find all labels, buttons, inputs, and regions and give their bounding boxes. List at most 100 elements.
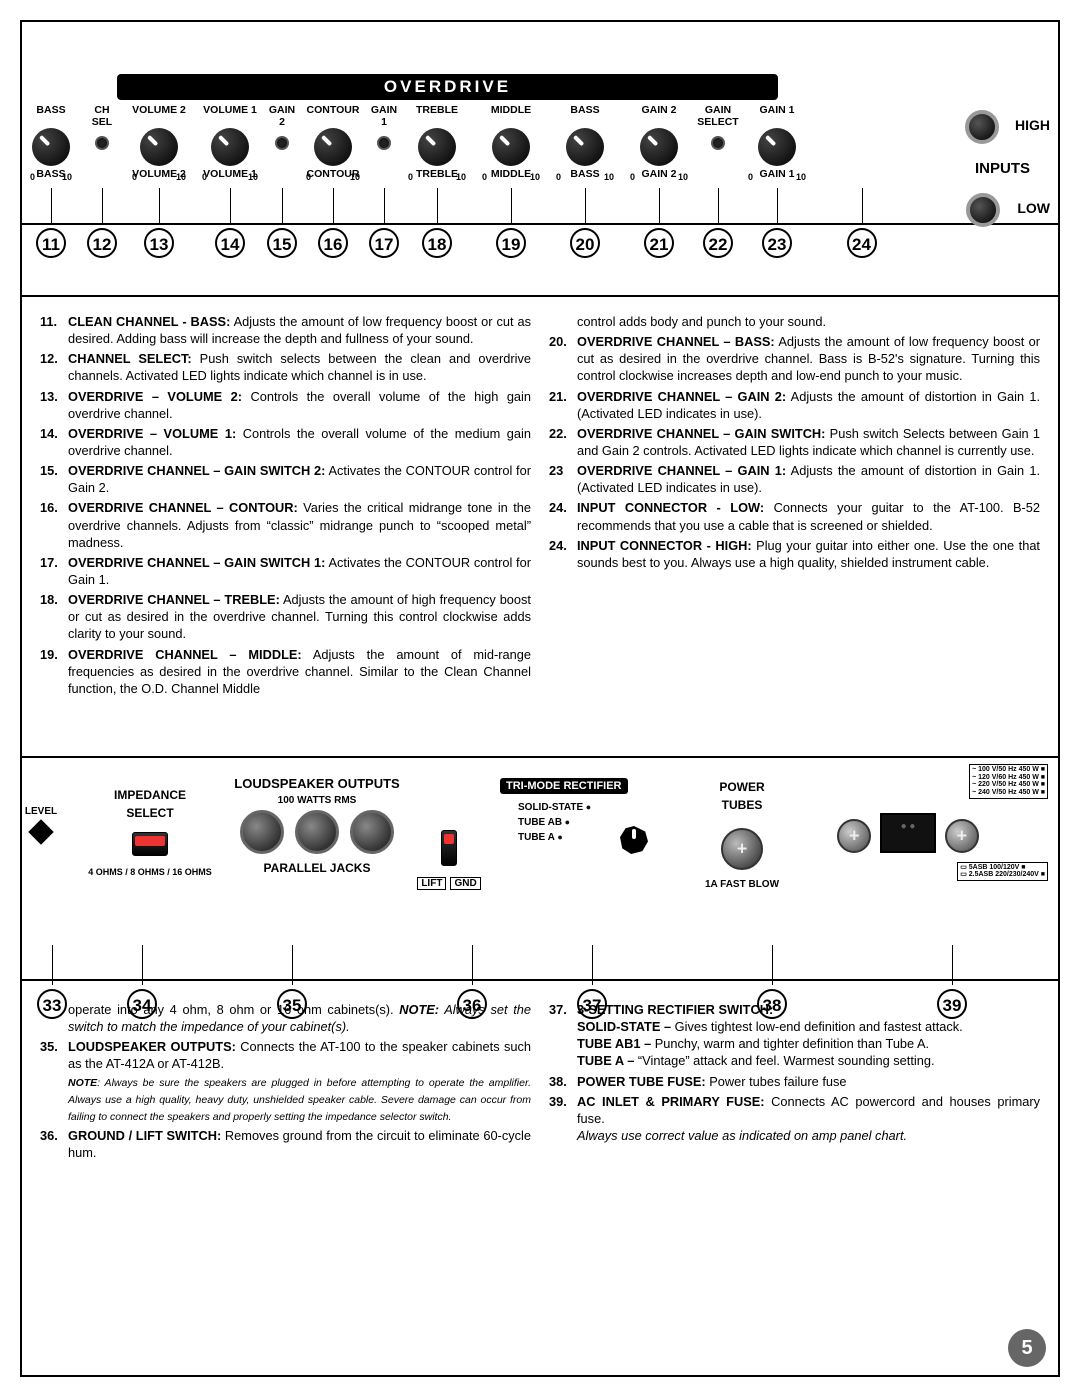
desc-item: 37.3-SETTING RECTIFIER SWITCH:SOLID-STAT… bbox=[549, 1001, 1040, 1070]
lift-switch[interactable] bbox=[441, 830, 457, 866]
callout-23: 23 bbox=[740, 224, 814, 258]
level-label: LEVEL bbox=[16, 806, 66, 817]
front-panel: OVERDRIVE BASS 010BASSCHSELVOLUME 2 010V… bbox=[22, 82, 1058, 297]
knob-volume-2: VOLUME 2 010VOLUME 2 bbox=[124, 102, 194, 182]
speaker-jack-3[interactable] bbox=[350, 810, 394, 854]
tri-title: TRI-MODE RECTIFIER bbox=[500, 778, 628, 794]
knob-dial-8[interactable] bbox=[492, 128, 530, 166]
callout-15: 15 bbox=[266, 224, 298, 258]
callout-14: 14 bbox=[194, 224, 266, 258]
switch-11[interactable] bbox=[711, 136, 725, 150]
knob-dial-7[interactable] bbox=[418, 128, 456, 166]
knob-dial-12[interactable] bbox=[758, 128, 796, 166]
ac-block: ~ 100 V/50 Hz 450 W ■~ 120 V/60 Hz 450 W… bbox=[768, 764, 1048, 881]
knob-dial-9[interactable] bbox=[566, 128, 604, 166]
callout-19: 19 bbox=[474, 224, 548, 258]
lift-label: LIFT bbox=[417, 877, 446, 890]
desc-item: 15.OVERDRIVE CHANNEL – GAIN SWITCH 2: Ac… bbox=[40, 462, 531, 496]
desc-item: 16.OVERDRIVE CHANNEL – CONTOUR: Varies t… bbox=[40, 499, 531, 550]
loudspeaker-block: LOUDSPEAKER OUTPUTS 100 WATTS RMS PARALL… bbox=[222, 776, 412, 879]
fuse-chart: ▭ 5ASB 100/120V ■▭ 2.5ASB 220/230/240V ■ bbox=[957, 862, 1048, 881]
knob-ch-sel: CHSEL bbox=[80, 102, 124, 150]
desc-item: 20.OVERDRIVE CHANNEL – BASS: Adjusts the… bbox=[549, 333, 1040, 384]
desc-item: 38.POWER TUBE FUSE: Power tubes failure … bbox=[549, 1073, 1040, 1090]
desc-item: 17.OVERDRIVE CHANNEL – GAIN SWITCH 1: Ac… bbox=[40, 554, 531, 588]
knob-dial-3[interactable] bbox=[211, 128, 249, 166]
front-callouts: 1112131415161718192021222324 bbox=[22, 224, 1058, 258]
gnd-label: GND bbox=[450, 877, 480, 890]
knob-dial-10[interactable] bbox=[640, 128, 678, 166]
callout-17: 17 bbox=[368, 224, 400, 258]
overdrive-section-bar: OVERDRIVE bbox=[117, 74, 778, 100]
primary-fuse-2[interactable] bbox=[945, 819, 979, 853]
ac-inlet[interactable] bbox=[880, 813, 936, 853]
tri-opt-a: TUBE A bbox=[518, 832, 563, 843]
knob-contour: CONTOUR 010CONTOUR bbox=[298, 102, 368, 182]
callout-20: 20 bbox=[548, 224, 622, 258]
page-frame: OVERDRIVE BASS 010BASSCHSELVOLUME 2 010V… bbox=[20, 20, 1060, 1377]
knob-gain-1: GAIN 1 bbox=[368, 102, 400, 150]
inputs-title: INPUTS bbox=[955, 160, 1050, 177]
speaker-jack-2[interactable] bbox=[295, 810, 339, 854]
knob-treble: TREBLE 010TREBLE bbox=[400, 102, 474, 182]
callout-21: 21 bbox=[622, 224, 696, 258]
impedance-block: IMPEDANCE SELECT 4 OHMS / 8 OHMS / 16 OH… bbox=[80, 788, 220, 877]
knob-row: BASS 010BASSCHSELVOLUME 2 010VOLUME 2VOL… bbox=[22, 102, 1058, 182]
rear-panel: LEVEL IMPEDANCE SELECT 4 OHMS / 8 OHMS /… bbox=[22, 756, 1058, 981]
knob-dial-5[interactable] bbox=[314, 128, 352, 166]
lift-block: LIFT GND bbox=[414, 822, 484, 890]
desc-item: 24.INPUT CONNECTOR - LOW: Connects your … bbox=[549, 499, 1040, 533]
callout-16: 16 bbox=[298, 224, 368, 258]
speaker-jack-1[interactable] bbox=[240, 810, 284, 854]
input-low-label: LOW bbox=[1017, 200, 1050, 216]
switch-4[interactable] bbox=[275, 136, 289, 150]
desc-item: 22.OVERDRIVE CHANNEL – GAIN SWITCH: Push… bbox=[549, 425, 1040, 459]
input-jack-high[interactable] bbox=[965, 110, 999, 144]
callout-12: 12 bbox=[80, 224, 124, 258]
knob-bass: BASS 010BASS bbox=[548, 102, 622, 182]
tri-block: TRI-MODE RECTIFIER SOLID-STATE TUBE AB T… bbox=[500, 778, 670, 845]
impedance-legend: 4 OHMS / 8 OHMS / 16 OHMS bbox=[80, 867, 220, 877]
callout-24: 24 bbox=[814, 224, 909, 258]
level-block: LEVEL bbox=[16, 806, 66, 847]
knob-gain-2: GAIN 2 bbox=[266, 102, 298, 150]
primary-fuse-1[interactable] bbox=[837, 819, 871, 853]
callout-11: 11 bbox=[22, 224, 80, 258]
switch-1[interactable] bbox=[95, 136, 109, 150]
power-tube-fuse[interactable] bbox=[721, 828, 763, 870]
level-knob-icon[interactable] bbox=[28, 819, 53, 844]
page-number: 5 bbox=[1008, 1329, 1046, 1367]
desc-item: 24.INPUT CONNECTOR - HIGH: Plug your gui… bbox=[549, 537, 1040, 571]
input-jack-low[interactable] bbox=[966, 193, 1000, 227]
desc-item: 39.AC INLET & PRIMARY FUSE: Connects AC … bbox=[549, 1093, 1040, 1144]
knob-gain-1: GAIN 1 010GAIN 1 bbox=[740, 102, 814, 182]
desc-item: 14.OVERDRIVE – VOLUME 1: Controls the ov… bbox=[40, 425, 531, 459]
desc-item: 18.OVERDRIVE CHANNEL – TREBLE: Adjusts t… bbox=[40, 591, 531, 642]
voltage-chart: ~ 100 V/50 Hz 450 W ■~ 120 V/60 Hz 450 W… bbox=[969, 764, 1048, 799]
tri-opt-ss: SOLID-STATE bbox=[518, 802, 591, 813]
knob-dial-2[interactable] bbox=[140, 128, 178, 166]
knob-bass: BASS 010BASS bbox=[22, 102, 80, 182]
desc-item: operate into any 4 ohm, 8 ohm or 16 ohm … bbox=[40, 1001, 531, 1035]
impedance-title: IMPEDANCE bbox=[80, 788, 220, 802]
callout-22: 22 bbox=[696, 224, 740, 258]
knob-dial-0[interactable] bbox=[32, 128, 70, 166]
desc-item: 35.LOUDSPEAKER OUTPUTS: Connects the AT-… bbox=[40, 1038, 531, 1124]
front-text: 11.CLEAN CHANNEL - BASS: Adjusts the amo… bbox=[22, 307, 1058, 700]
desc-item: 19.OVERDRIVE CHANNEL – MIDDLE: Adjusts t… bbox=[40, 646, 531, 697]
switch-6[interactable] bbox=[377, 136, 391, 150]
rear-text: operate into any 4 ohm, 8 ohm or 16 ohm … bbox=[22, 995, 1058, 1164]
impedance-switch[interactable] bbox=[132, 832, 168, 856]
knob-gain-2: GAIN 2 010GAIN 2 bbox=[622, 102, 696, 182]
impedance-sub: SELECT bbox=[80, 806, 220, 820]
desc-item: 11.CLEAN CHANNEL - BASS: Adjusts the amo… bbox=[40, 313, 531, 347]
ls-sub: 100 WATTS RMS bbox=[222, 795, 412, 806]
inputs-block: HIGH INPUTS LOW bbox=[955, 100, 1050, 237]
knob-volume-1: VOLUME 1 010VOLUME 1 bbox=[194, 102, 266, 182]
desc-item: 12.CHANNEL SELECT: Push switch selects b… bbox=[40, 350, 531, 384]
desc-item: 36.GROUND / LIFT SWITCH: Removes ground … bbox=[40, 1127, 531, 1161]
tri-opt-ab: TUBE AB bbox=[518, 817, 570, 828]
ls-foot: PARALLEL JACKS bbox=[222, 861, 412, 875]
desc-item: 21.OVERDRIVE CHANNEL – GAIN 2: Adjusts t… bbox=[549, 388, 1040, 422]
input-high-label: HIGH bbox=[1015, 117, 1050, 133]
